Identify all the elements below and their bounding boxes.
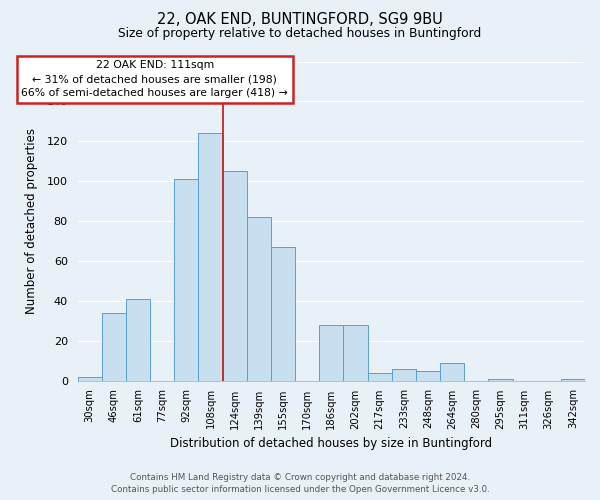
Bar xyxy=(77,376,101,380)
Text: 22 OAK END: 111sqm
← 31% of detached houses are smaller (198)
66% of semi-detach: 22 OAK END: 111sqm ← 31% of detached hou… xyxy=(22,60,288,98)
Bar xyxy=(319,325,343,380)
Bar xyxy=(199,134,223,380)
Bar xyxy=(561,378,585,380)
Bar xyxy=(126,299,150,380)
Bar xyxy=(174,179,199,380)
Bar xyxy=(223,171,247,380)
Bar xyxy=(247,217,271,380)
Bar xyxy=(392,368,416,380)
Bar xyxy=(368,372,392,380)
Text: Contains HM Land Registry data © Crown copyright and database right 2024.
Contai: Contains HM Land Registry data © Crown c… xyxy=(110,472,490,494)
Bar xyxy=(343,325,368,380)
Bar xyxy=(488,378,512,380)
Bar xyxy=(416,370,440,380)
X-axis label: Distribution of detached houses by size in Buntingford: Distribution of detached houses by size … xyxy=(170,437,493,450)
Bar xyxy=(271,247,295,380)
Y-axis label: Number of detached properties: Number of detached properties xyxy=(25,128,38,314)
Bar xyxy=(440,362,464,380)
Text: Size of property relative to detached houses in Buntingford: Size of property relative to detached ho… xyxy=(118,28,482,40)
Bar xyxy=(101,313,126,380)
Text: 22, OAK END, BUNTINGFORD, SG9 9BU: 22, OAK END, BUNTINGFORD, SG9 9BU xyxy=(157,12,443,28)
